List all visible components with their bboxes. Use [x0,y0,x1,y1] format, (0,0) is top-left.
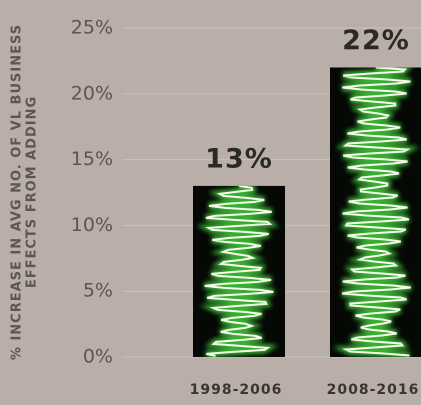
y-axis-title: % INCREASE IN AVG NO. OF VL BUSINESS [10,24,25,360]
y-tick-label: 5% [83,280,113,302]
bar-texture-line [341,67,411,357]
x-tick-label: 2008-2016 [327,382,420,398]
bar-texture [196,185,279,357]
y-axis-title: EFFECTS FROM ADDING [25,96,40,288]
bar-texture-line [204,185,274,357]
y-tick-label: 20% [71,82,113,104]
y-tick-label: 25% [71,17,113,39]
bar-texture [332,67,420,357]
y-tick-label: 15% [71,148,113,170]
y-tick-label: 10% [71,214,113,236]
y-tick-label: 0% [83,346,113,368]
value-label: 22% [342,25,410,56]
x-tick-label: 1998-2006 [190,382,283,398]
value-label: 13% [205,143,273,174]
